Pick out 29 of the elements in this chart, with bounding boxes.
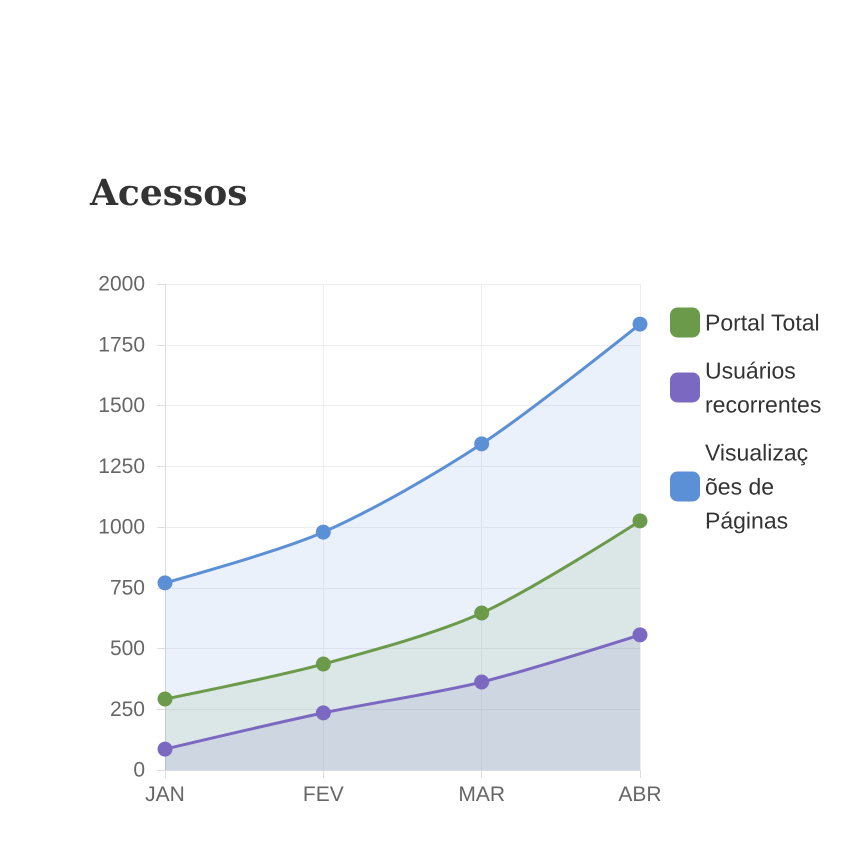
x-tick-label: FEV xyxy=(302,783,344,806)
legend-label: Portal Total xyxy=(705,310,820,336)
point xyxy=(316,705,331,720)
x-tick-label: MAR xyxy=(458,783,506,806)
point xyxy=(158,742,172,757)
chart-title: Acessos xyxy=(89,172,248,214)
y-tick-label: 1750 xyxy=(98,333,145,356)
point xyxy=(632,513,648,528)
legend-label: Usuários recorrentes xyxy=(705,358,822,418)
x-tick-label: ABR xyxy=(618,783,662,806)
point xyxy=(632,316,648,332)
y-tick-label: 1500 xyxy=(98,394,145,417)
y-tick-label: 250 xyxy=(110,698,145,721)
point xyxy=(316,656,331,672)
y-tick-label: 2000 xyxy=(98,272,145,296)
point xyxy=(474,606,490,621)
y-tick-label: 1250 xyxy=(98,454,145,478)
y-tick-label: 500 xyxy=(110,637,145,660)
legend-label: Visualizações de Páginas xyxy=(705,440,808,534)
point xyxy=(158,575,172,590)
point xyxy=(474,674,490,690)
x-tick-label: JAN xyxy=(145,783,185,806)
y-tick-label: 0 xyxy=(133,758,145,782)
point xyxy=(316,524,331,540)
point xyxy=(474,436,490,452)
point xyxy=(158,692,172,707)
y-tick-label: 750 xyxy=(110,576,145,600)
y-tick-label: 1000 xyxy=(98,516,145,538)
point xyxy=(632,627,648,642)
